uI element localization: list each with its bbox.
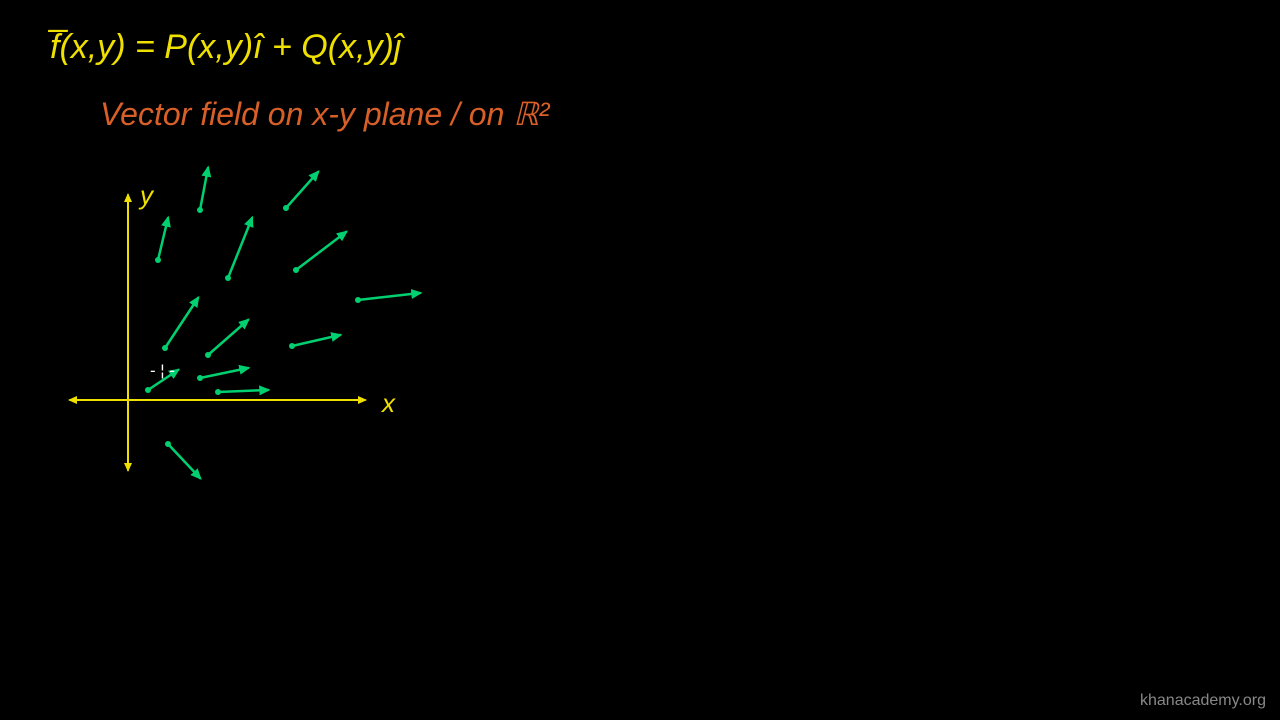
- drawing-canvas: [0, 0, 1280, 720]
- x-axis-label: x: [382, 388, 395, 419]
- drawing-cursor-icon: -¦-: [148, 366, 177, 376]
- y-axis-label: y: [140, 180, 153, 211]
- coordinate-axes: [70, 195, 365, 470]
- vector-field-arrows: [145, 168, 420, 478]
- watermark: khanacademy.org: [1140, 692, 1266, 710]
